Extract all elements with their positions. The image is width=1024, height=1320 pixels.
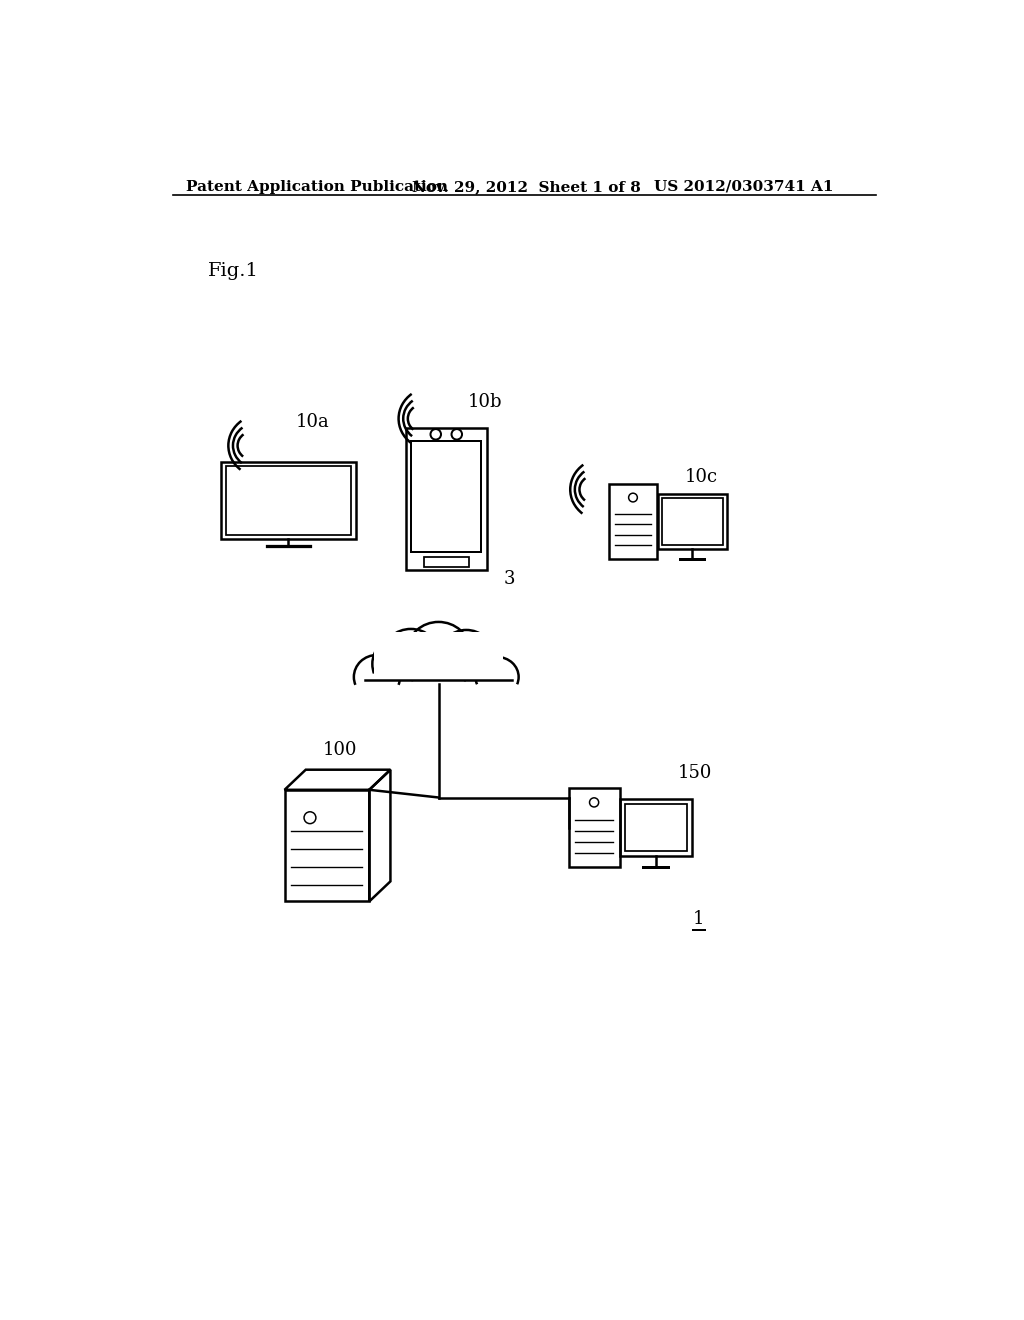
Text: 10b: 10b <box>468 393 503 411</box>
Text: 10c: 10c <box>685 467 718 486</box>
Text: Fig.1: Fig.1 <box>208 263 258 280</box>
Ellipse shape <box>440 630 493 678</box>
Ellipse shape <box>411 647 466 697</box>
Ellipse shape <box>354 655 400 700</box>
Text: 1: 1 <box>692 911 705 928</box>
Text: 100: 100 <box>323 741 357 759</box>
Text: US 2012/0303741 A1: US 2012/0303741 A1 <box>654 180 834 194</box>
Ellipse shape <box>408 622 469 678</box>
Text: 150: 150 <box>677 764 712 781</box>
Text: Nov. 29, 2012  Sheet 1 of 8: Nov. 29, 2012 Sheet 1 of 8 <box>412 180 640 194</box>
Ellipse shape <box>373 636 428 692</box>
Text: 10a: 10a <box>296 413 330 430</box>
Ellipse shape <box>453 638 502 690</box>
Ellipse shape <box>475 657 518 697</box>
Text: 3: 3 <box>503 570 515 587</box>
Ellipse shape <box>383 628 438 678</box>
Text: Patent Application Publication: Patent Application Publication <box>186 180 449 194</box>
Polygon shape <box>374 632 503 681</box>
